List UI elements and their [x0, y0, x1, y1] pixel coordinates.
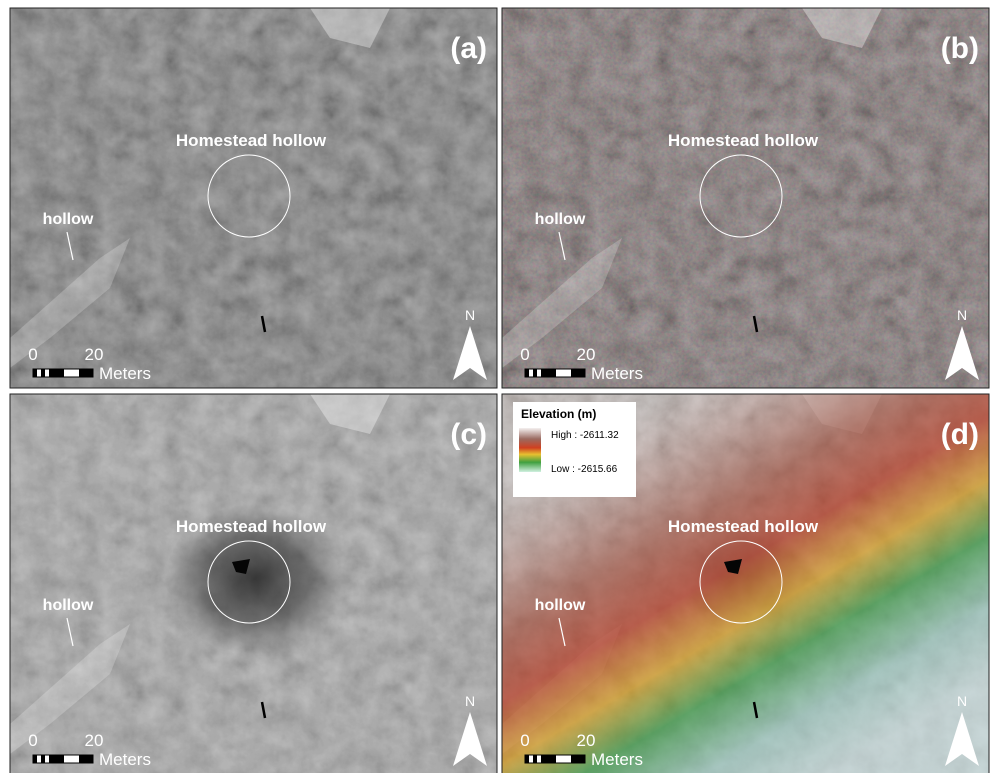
hollow-outline	[207, 154, 291, 238]
panel-label: (b)	[941, 32, 979, 65]
legend: Elevation (m) High : -2611.32 Low : -2615.…	[513, 402, 636, 497]
feature-label: Homestead hollow	[668, 131, 819, 150]
scale-start: 0	[28, 731, 37, 750]
scale-end: 20	[577, 345, 596, 364]
legend-ramp	[519, 428, 541, 472]
hollow-label: hollow	[43, 211, 94, 228]
scale-unit: Meters	[99, 364, 151, 383]
scale-end: 20	[85, 731, 104, 750]
rover-tick	[260, 701, 267, 719]
bright-patch	[10, 238, 130, 368]
hollow-label: hollow	[535, 211, 586, 228]
scale-segment	[49, 755, 64, 763]
bright-patch	[310, 8, 390, 48]
north-label: N	[465, 693, 475, 709]
scale-segment	[41, 369, 45, 377]
north-arrow	[945, 326, 979, 380]
scale-end: 20	[577, 731, 596, 750]
pit	[232, 559, 250, 574]
panel-label: (d)	[941, 418, 979, 451]
hollow-outline	[699, 540, 783, 624]
hollow-label: hollow	[43, 597, 94, 614]
hollow-pointer	[66, 617, 74, 647]
legend-low: Low : -2615.66	[551, 464, 618, 475]
legend-title: Elevation (m)	[521, 407, 596, 421]
panel-label: (c)	[450, 418, 487, 451]
hollow-outline	[207, 540, 291, 624]
north-label: N	[465, 307, 475, 323]
scale-unit: Meters	[591, 364, 643, 383]
scale-start: 0	[520, 345, 529, 364]
feature-label: Homestead hollow	[668, 517, 819, 536]
feature-label: Homestead hollow	[176, 131, 327, 150]
scale-end: 20	[85, 345, 104, 364]
scale-start: 0	[520, 731, 529, 750]
scale-segment	[533, 755, 537, 763]
north-arrow	[945, 712, 979, 766]
scale-segment	[541, 369, 556, 377]
panel-label: (a)	[450, 32, 487, 65]
scale-segment	[33, 369, 37, 377]
bright-patch	[10, 624, 130, 754]
scale-start: 0	[28, 345, 37, 364]
rover-tick	[260, 315, 267, 333]
bright-patch	[310, 394, 390, 434]
scale-segment	[525, 755, 529, 763]
scale-segment	[571, 369, 585, 377]
legend-high: High : -2611.32	[551, 430, 619, 441]
hollow-pointer	[558, 231, 566, 261]
panel-border	[501, 7, 990, 389]
rover-tick	[752, 701, 759, 719]
scale-segment	[533, 369, 537, 377]
panel-border	[9, 7, 498, 389]
scale-segment	[541, 755, 556, 763]
north-label: N	[957, 693, 967, 709]
color-noise	[502, 8, 989, 388]
scale-unit: Meters	[99, 750, 151, 769]
hollow-pointer	[66, 231, 74, 261]
scale-unit: Meters	[591, 750, 643, 769]
scale-segment	[49, 369, 64, 377]
feature-label: Homestead hollow	[176, 517, 327, 536]
scale-segment	[79, 755, 93, 763]
rover-tick	[752, 315, 759, 333]
hollow-label: hollow	[535, 597, 586, 614]
north-arrow	[453, 712, 487, 766]
north-label: N	[957, 307, 967, 323]
hollow-pointer	[558, 617, 566, 647]
panel-border	[9, 393, 498, 773]
scale-segment	[41, 755, 45, 763]
panel-border	[501, 393, 990, 773]
pit	[724, 559, 742, 574]
dark-halo	[165, 504, 345, 654]
bright-patch	[502, 238, 622, 368]
scale-segment	[33, 755, 37, 763]
scale-segment	[571, 755, 585, 763]
hollow-outline	[699, 154, 783, 238]
image-texture	[10, 8, 497, 388]
bright-patch	[802, 8, 882, 48]
scale-segment	[525, 369, 529, 377]
scale-segment	[79, 369, 93, 377]
north-arrow	[453, 326, 487, 380]
